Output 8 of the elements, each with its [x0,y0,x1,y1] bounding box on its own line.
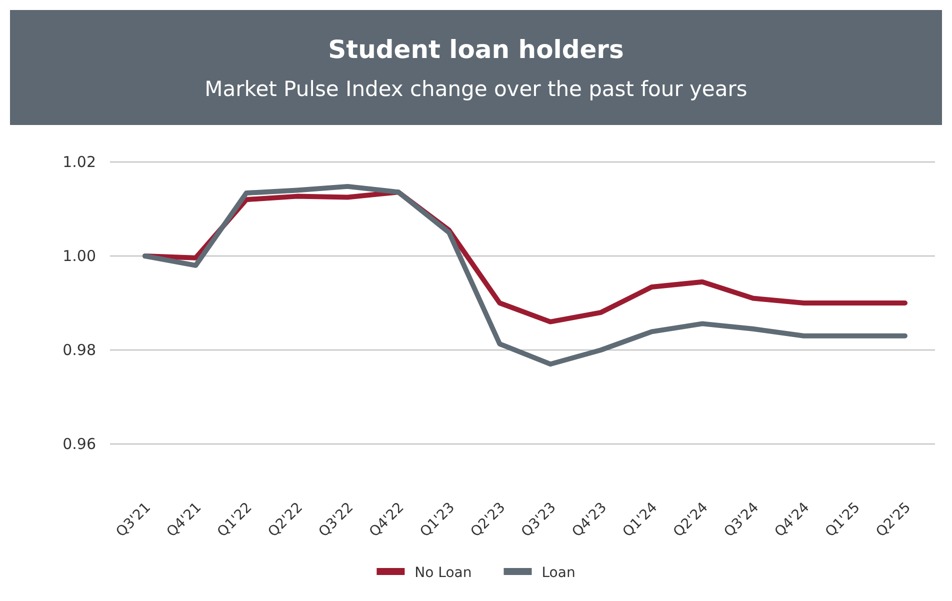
chart-title: Student loan holders [328,35,624,64]
y-tick-label: 0.98 [62,340,96,359]
y-tick-label: 1.02 [62,152,96,171]
y-tick-label: 1.00 [62,246,96,265]
chart-subtitle: Market Pulse Index change over the past four years [204,77,748,101]
legend-label: Loan [542,565,576,581]
legend-label: No Loan [414,565,472,581]
y-tick-label: 0.96 [62,434,96,453]
